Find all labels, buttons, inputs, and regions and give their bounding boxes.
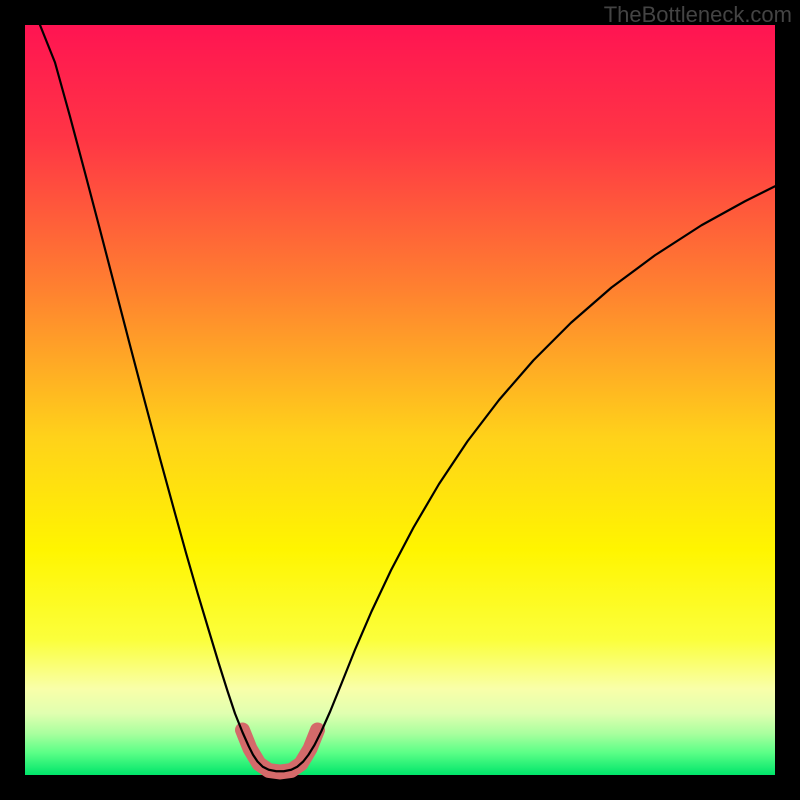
watermark-text: TheBottleneck.com	[604, 2, 792, 28]
chart-frame: TheBottleneck.com	[0, 0, 800, 800]
bottleneck-chart	[0, 0, 800, 800]
gradient-background	[25, 25, 775, 775]
